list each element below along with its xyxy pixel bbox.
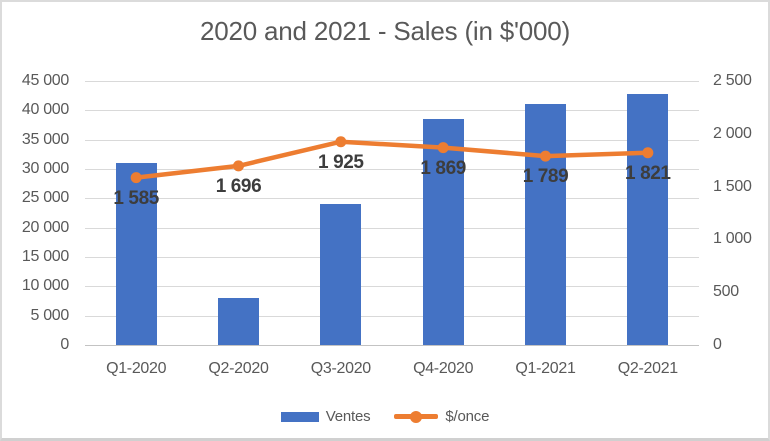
right-axis-tick-label: 2 000: [713, 124, 752, 142]
point-label-Q1-2021: 1 789: [522, 166, 569, 188]
line-marker-Q1-2020[interactable]: [130, 172, 142, 184]
x-axis-label-Q1-2020: Q1-2020: [106, 360, 167, 377]
gridline: [85, 81, 699, 82]
left-axis-tick-label: 45 000: [21, 72, 69, 89]
right-axis-tick-label: 500: [713, 283, 739, 301]
left-axis-tick-label: 20 000: [21, 218, 69, 236]
gridline: [85, 227, 699, 229]
x-axis-label-Q2-2021: Q2-2021: [617, 360, 678, 377]
x-axis-label-Q1-2021: Q1-2021: [515, 360, 576, 377]
right-axis-tick-label: 1 000: [713, 230, 752, 248]
line-marker-Q2-2021[interactable]: [642, 147, 654, 159]
left-axis-tick-label: 40 000: [21, 101, 69, 119]
bar-Q4-2020[interactable]: [422, 119, 464, 345]
point-label-Q2-2021: 1 821: [625, 162, 671, 184]
legend-label-dollar-once: $/once: [445, 408, 490, 425]
gridline: [85, 139, 699, 141]
line-marker-Q3-2020[interactable]: [335, 136, 347, 148]
line-series[interactable]: [133, 139, 651, 180]
left-axis-tick-label: 0: [60, 336, 69, 353]
left-axis-tick-label: 5 000: [30, 306, 69, 324]
legend-item-dollar-once[interactable]: $/once: [394, 408, 489, 425]
line-series-layer: [130, 136, 654, 184]
left-axis-tick-label: 25 000: [21, 189, 69, 207]
x-axis-label-Q2-2020: Q2-2020: [208, 360, 269, 377]
bar-Q1-2020[interactable]: [115, 163, 157, 345]
gridline: [85, 257, 699, 258]
bar-Q2-2021[interactable]: [627, 93, 669, 345]
line-marker-Q1-2021[interactable]: [540, 150, 551, 162]
bar-Q1-2021[interactable]: [525, 104, 566, 345]
legend-label-ventes: Ventes: [325, 408, 371, 425]
point-label-Q4-2020: 1 869: [420, 157, 466, 179]
right-axis-tick-label: 0: [713, 336, 722, 353]
gridline: [85, 169, 699, 170]
left-axis-tick-label: 15 000: [21, 248, 69, 265]
left-axis-tick-label: 10 000: [21, 277, 69, 295]
x-axis-label-Q4-2020: Q4-2020: [413, 360, 474, 377]
point-label-Q1-2020: 1 585: [113, 187, 159, 209]
left-axis-tick-label: 30 000: [21, 160, 69, 177]
line-marker-swatch-icon: [394, 410, 439, 423]
gridline: [85, 110, 699, 112]
gridline: [85, 286, 699, 288]
line-marker-Q2-2020[interactable]: [233, 160, 244, 172]
right-axis-tick-label: 1 500: [713, 177, 752, 195]
legend-item-ventes[interactable]: Ventes: [280, 408, 371, 425]
legend: Ventes $/once: [2, 408, 768, 425]
plot-area: [85, 81, 699, 346]
bar-swatch-icon: [280, 411, 319, 422]
line-marker-Q4-2020[interactable]: [437, 142, 449, 154]
left-axis-tick-label: 35 000: [21, 130, 69, 148]
line-marker-dot-icon: [410, 410, 423, 423]
gridline: [85, 198, 699, 200]
right-axis-tick-label: 2 500: [713, 72, 752, 89]
x-axis-line: [85, 345, 699, 346]
point-label-Q3-2020: 1 925: [318, 151, 364, 173]
gridline: [85, 315, 699, 317]
chart-title: 2020 and 2021 - Sales (in $'000): [199, 16, 571, 46]
bar-Q2-2020[interactable]: [218, 298, 259, 345]
bar-Q3-2020[interactable]: [320, 204, 362, 345]
x-axis-label-Q3-2020: Q3-2020: [310, 360, 371, 377]
point-label-Q2-2020: 1 696: [215, 175, 262, 197]
